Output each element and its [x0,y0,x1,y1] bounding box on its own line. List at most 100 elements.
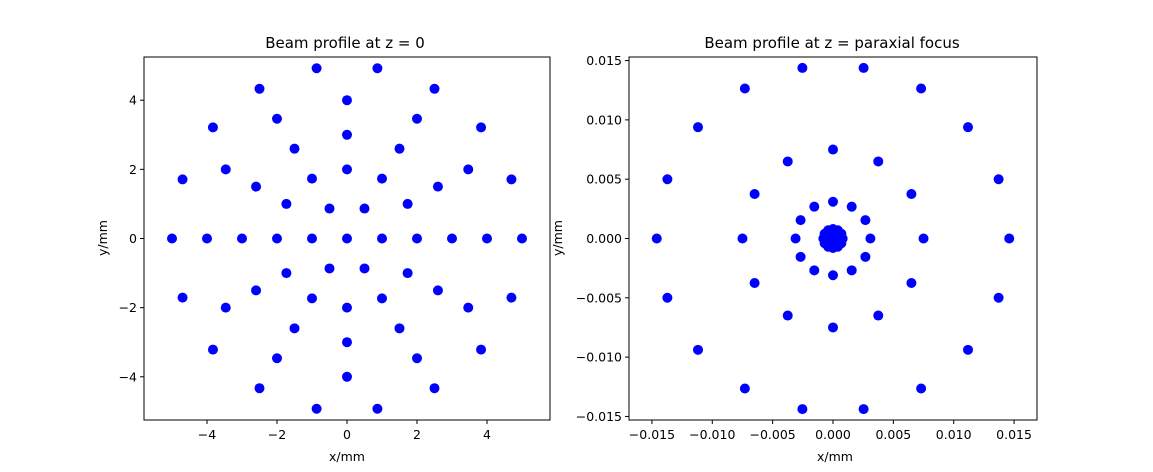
right-xtick-label: −0.005 [750,427,796,442]
right-data-point [737,233,748,244]
right-data-point [906,189,917,200]
right-data-point [749,189,760,200]
left-data-point [207,122,218,133]
left-data-point [429,83,440,94]
right-plot-points [651,62,1015,415]
left-data-point [324,263,335,274]
right-ytick-label: 0.005 [586,172,622,187]
right-data-point [790,233,801,244]
right-data-point [809,265,820,276]
left-data-point [237,233,247,244]
right-data-point [846,201,857,212]
left-data-point [412,233,422,244]
left-data-point [463,164,474,175]
right-plot-title: Beam profile at z = paraxial focus [704,34,960,52]
left-data-point [311,403,322,414]
left-data-point [202,233,212,244]
right-data-point [662,292,673,303]
right-data-point [828,144,838,155]
left-data-point [307,293,317,304]
left-ytick-label: 0 [129,231,137,246]
right-data-point [662,174,673,185]
left-data-point [342,129,352,140]
left-xtick-label: −4 [198,427,216,442]
right-data-point [782,156,793,167]
left-data-point [324,203,335,214]
right-data-point [963,122,974,133]
left-xtick-label: 0 [343,427,351,442]
right-data-point [865,233,876,244]
right-ytick-label: 0.000 [586,231,622,246]
left-data-point [359,203,370,214]
left-plot-frame [143,56,551,421]
left-ytick-label: −2 [119,300,137,315]
right-data-point [739,383,750,394]
left-data-point [342,95,352,106]
right-data-point [692,344,703,355]
left-data-point [342,302,352,313]
right-xtick-label: 0.010 [936,427,972,442]
left-data-point [476,122,487,133]
right-plot-ylabel: y/mm [550,220,565,256]
left-data-point [517,233,527,244]
left-ytick-label: 2 [129,162,137,177]
right-ytick-label: −0.005 [576,290,622,305]
right-data-point [739,83,750,94]
left-data-point [254,383,265,394]
left-data-point [377,293,387,304]
left-data-point [432,285,443,296]
right-xtick-label: 0.005 [875,427,911,442]
left-data-point [412,113,422,124]
right-data-point [782,310,793,321]
left-data-point [342,233,352,244]
left-data-point [177,174,188,185]
right-plot: Beam profile at z = paraxial focus −0.01… [550,34,1038,464]
right-ytick-label: 0.010 [586,112,622,127]
left-data-point [272,353,282,364]
left-data-point [311,63,322,74]
left-data-point [372,63,383,74]
left-plot-xlabel: x/mm [329,449,365,464]
left-plot-points [167,63,527,414]
right-data-point [795,215,806,226]
left-data-point [394,323,405,334]
right-data-point [916,83,927,94]
left-data-point [251,285,262,296]
left-data-point [476,344,487,355]
left-data-point [402,268,413,279]
left-data-point [482,233,492,244]
left-data-point [254,83,265,94]
right-data-point [795,251,806,262]
left-data-point [289,143,300,154]
left-data-point [463,302,474,313]
left-data-point [377,173,387,184]
left-data-point [272,233,282,244]
left-xtick-label: 2 [413,427,421,442]
left-plot-title: Beam profile at z = 0 [265,34,425,52]
left-plot-ylabel: y/mm [95,220,110,256]
left-data-point [342,164,352,175]
right-data-point [651,233,662,244]
right-data-point [809,201,820,212]
right-data-point [836,238,847,249]
left-data-point [207,344,218,355]
right-data-point [873,310,884,321]
left-data-point [447,233,457,244]
right-data-point [797,404,808,415]
right-data-point [828,270,838,281]
left-plot-ticks: −4 −2 0 2 4 −4 −2 0 2 4 [119,93,491,442]
right-plot-ticks: −0.015 −0.010 −0.005 0.000 0.005 0.010 0.015 −0… [576,53,1032,442]
right-data-point [749,277,760,288]
right-data-point [1004,233,1015,244]
left-data-point [372,403,383,414]
left-data-point [359,263,370,274]
left-ytick-label: 4 [129,93,137,108]
left-data-point [342,371,352,382]
left-xtick-label: 4 [483,427,491,442]
right-data-point [828,322,838,333]
right-plot-frame [628,56,1038,421]
right-data-point [918,233,929,244]
left-data-point [177,292,188,303]
